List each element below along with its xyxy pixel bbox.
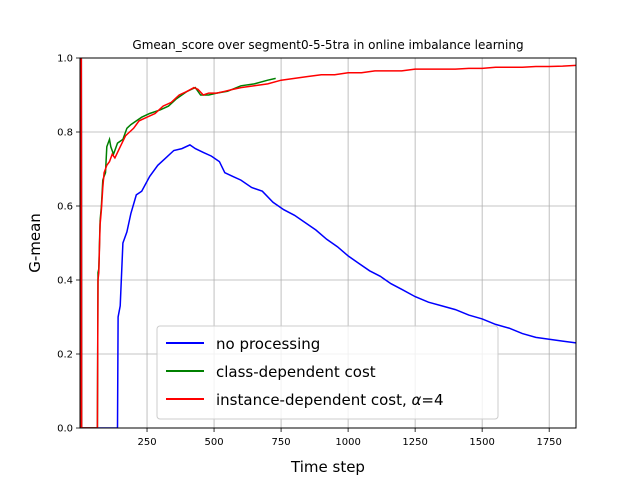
x-tick-label: 1750 — [536, 437, 561, 448]
legend-label-instance-dependent-cost: instance-dependent cost, α=4 — [216, 391, 444, 409]
y-tick-label: 1.0 — [57, 54, 73, 65]
y-tick-label: 0.8 — [57, 128, 73, 139]
legend-label-suffix: =4 — [421, 391, 443, 409]
x-tick-label: 750 — [272, 437, 291, 448]
x-axis-label: Time step — [290, 458, 365, 476]
y-axis-label: G-mean — [26, 213, 44, 273]
legend-label-alpha: α — [412, 391, 422, 409]
chart-title: Gmean_score over segment0-5-5tra in onli… — [132, 38, 523, 52]
y-tick-label: 0.4 — [57, 276, 73, 287]
legend-label-prefix: instance-dependent cost, — [216, 391, 412, 409]
x-tick-label: 250 — [137, 437, 156, 448]
series-group — [80, 58, 576, 428]
x-tick-label: 1250 — [402, 437, 427, 448]
series-line-no-processing — [80, 58, 576, 428]
x-tick-label: 1500 — [469, 437, 494, 448]
legend-label-no-processing: no processing — [216, 335, 320, 353]
y-tick-label: 0.2 — [57, 350, 73, 361]
legend: no processing class-dependent cost insta… — [156, 325, 499, 420]
ticks: 250 500 750 1000 1250 1500 1750 0.0 0.2 0.4 0.6 0.8… — [57, 54, 562, 449]
legend-box — [156, 325, 499, 420]
y-tick-label: 0.0 — [57, 424, 73, 435]
y-tick-label: 0.6 — [57, 202, 73, 213]
legend-label-class-dependent-cost: class-dependent cost — [216, 363, 376, 381]
series-line-instance-dependent-cost — [80, 58, 576, 428]
x-tick-label: 500 — [205, 437, 224, 448]
plot-frame — [79, 57, 577, 429]
x-tick-label: 1000 — [335, 437, 360, 448]
